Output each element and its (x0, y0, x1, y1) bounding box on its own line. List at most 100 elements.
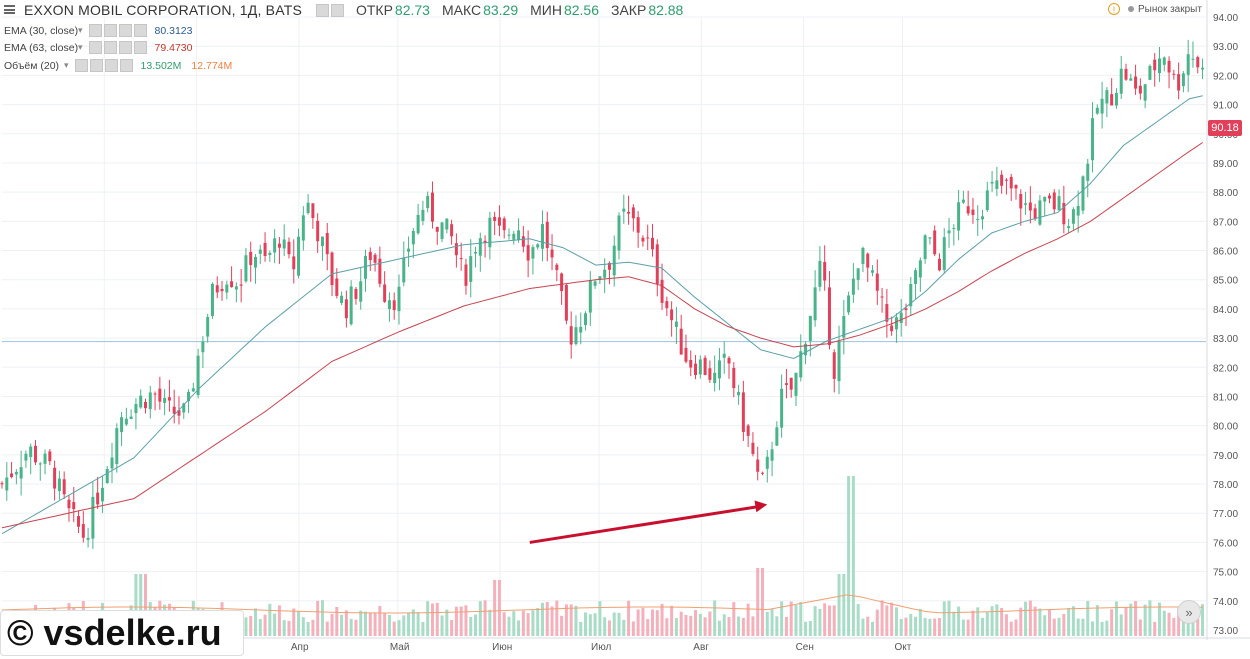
close-icon[interactable] (330, 3, 344, 17)
volume-bar (627, 600, 631, 636)
eye-icon[interactable] (74, 59, 88, 72)
candle-body (1134, 76, 1138, 89)
eye-icon[interactable] (88, 24, 102, 37)
volume-bar (923, 618, 927, 636)
volume-bar (617, 612, 621, 636)
y-tick-label: 80.00 (1213, 422, 1238, 433)
x-tick-label: Май (390, 642, 410, 653)
volume-bar (517, 620, 521, 636)
volume-bar (244, 617, 248, 636)
candle-body (584, 313, 588, 326)
candle-body (344, 299, 348, 319)
volume-bar (364, 611, 368, 636)
volume-bar (301, 617, 305, 636)
candle-body (1153, 59, 1157, 71)
candle-body (837, 341, 841, 382)
candle-body (263, 242, 267, 256)
chevron-down-icon[interactable]: ▾ (78, 25, 83, 35)
candle-body (182, 403, 186, 413)
indicator-controls (74, 59, 133, 72)
y-tick-label: 73.00 (1213, 626, 1238, 637)
volume-bar (937, 617, 941, 636)
volume-bar (445, 609, 449, 636)
settings-icon[interactable] (103, 41, 117, 54)
volume-bar (995, 604, 999, 636)
candle-body (454, 243, 458, 256)
volume-bar (368, 612, 372, 636)
volume-bar (899, 619, 903, 636)
candle-body (220, 288, 224, 292)
candle-body (708, 368, 712, 380)
volume-bar (478, 601, 482, 636)
eye-icon[interactable] (88, 41, 102, 54)
candle-body (435, 226, 439, 232)
candle-body (249, 251, 253, 265)
candle-body (330, 252, 334, 286)
candle-body (933, 230, 937, 255)
candle-body (297, 236, 301, 276)
candle-body (29, 446, 33, 457)
volume-bar (679, 611, 683, 636)
volume-bar (435, 602, 439, 636)
volume-bar (1095, 605, 1099, 636)
candle-body (564, 284, 568, 321)
volume-bar (890, 602, 894, 636)
settings-icon[interactable] (315, 3, 329, 17)
candle-body (1167, 60, 1171, 73)
candle-body (789, 377, 793, 390)
volume-bar (536, 607, 540, 636)
candlesticks (0, 39, 1205, 549)
candle-body (1181, 73, 1185, 87)
volume-bar (512, 611, 516, 636)
candle-body (368, 251, 372, 261)
candle-body (890, 325, 894, 332)
settings-icon[interactable] (103, 24, 117, 37)
watermark: © vsdelke.ru (0, 610, 244, 656)
volume-bar (598, 601, 602, 636)
volume-bar (660, 603, 664, 636)
indicator-ema30[interactable]: EMA (30, close) ▾ 80.3123 (4, 24, 203, 37)
chart-header: EXXON MOBIL CORPORATION, 1Д, BATS ОТКР 8… (20, 2, 683, 18)
y-tick-label: 75.00 (1213, 568, 1238, 579)
volume-bar (717, 620, 721, 636)
indicator-volume[interactable]: Объём (20) ▾ 13.502M 12.774M (4, 59, 232, 72)
scroll-to-realtime-button[interactable]: » (1177, 600, 1201, 624)
candle-body (631, 207, 635, 219)
plus-icon[interactable] (118, 41, 132, 54)
volume-bar (1157, 602, 1161, 636)
volume-bar (1009, 621, 1013, 636)
volume-bar (1167, 612, 1171, 636)
chevron-down-icon[interactable]: ▾ (78, 42, 83, 52)
plus-icon[interactable] (104, 59, 118, 72)
close-icon[interactable] (133, 24, 147, 37)
candle-body (1162, 57, 1166, 65)
volume-bar (349, 618, 353, 636)
candle-body (1186, 54, 1190, 75)
volume-bar (1196, 618, 1200, 636)
volume-bar (1177, 608, 1181, 636)
volume-bar (1047, 609, 1051, 636)
indicator-ema63[interactable]: EMA (63, close) ▾ 79.4730 (4, 41, 203, 54)
chart-grid (2, 16, 1206, 631)
volume-bar (1062, 613, 1066, 636)
volume-bar (483, 600, 487, 636)
candle-body (1043, 196, 1047, 202)
menu-icon[interactable] (4, 5, 15, 14)
candle-body (521, 236, 525, 247)
candle-body (411, 230, 415, 245)
volume-bar (832, 605, 836, 636)
close-icon[interactable] (119, 59, 133, 72)
candle-body (813, 287, 817, 321)
volume-bar (373, 612, 377, 636)
volume-bar (311, 619, 315, 636)
close-icon[interactable] (133, 41, 147, 54)
candle-body (593, 281, 597, 286)
settings-icon[interactable] (89, 59, 103, 72)
status-dot (1128, 6, 1134, 12)
candle-body (426, 195, 430, 209)
chevron-down-icon[interactable]: ▾ (64, 60, 69, 70)
volume-bar (564, 604, 568, 636)
candle-body (957, 202, 961, 231)
plus-icon[interactable] (118, 24, 132, 37)
